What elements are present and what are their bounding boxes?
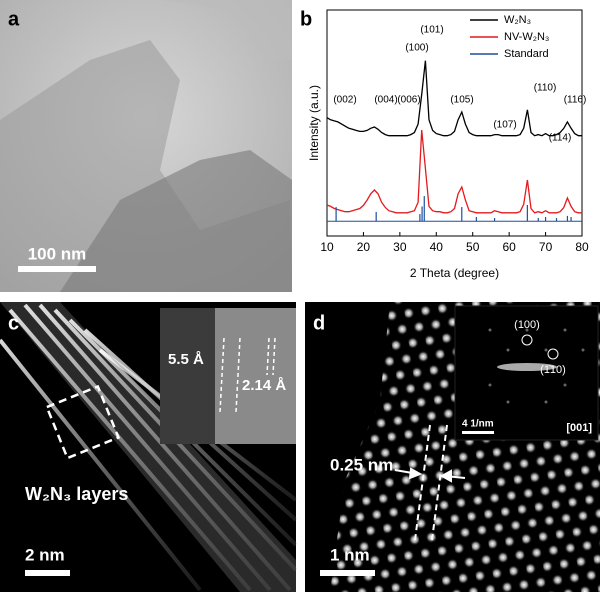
legend-label: NV-W₂N₃ — [504, 31, 549, 43]
scale-bar-label: 100 nm — [28, 244, 87, 263]
peak-label: (006) — [397, 95, 420, 106]
panel-label: c — [8, 312, 19, 334]
layer-streaks — [0, 303, 298, 592]
spot-marker — [547, 348, 559, 360]
peak-label: (107) — [493, 120, 516, 131]
x-tick-label: 20 — [357, 240, 371, 254]
inset-scale-bar — [462, 431, 494, 434]
x-tick-label: 10 — [320, 240, 334, 254]
scale-bar-label: 1 nm — [330, 545, 370, 564]
panel-label: b — [300, 8, 312, 30]
x-axis-label: 2 Theta (degree) — [410, 266, 499, 280]
flake — [160, 0, 292, 60]
flake — [60, 150, 292, 292]
peak-label: (105) — [450, 95, 473, 106]
peak-label: (100) — [405, 43, 428, 54]
panel-label: d — [313, 312, 325, 334]
scale-bar — [320, 570, 375, 576]
legend-label: W₂N₃ — [504, 14, 531, 26]
x-tick-label: 60 — [502, 240, 516, 254]
xrd-line — [326, 60, 582, 137]
x-tick-label: 40 — [430, 240, 444, 254]
peak-label: (110) — [534, 83, 557, 94]
panel-b: b 10 20 30 40 50 60 70 80 2 Theta (degree) Intens… — [300, 8, 589, 280]
inset-layers — [215, 308, 296, 444]
panel-d: (100) (1̄10) 4 1/nm [001] d 0.25 nm 1 nm — [305, 302, 600, 592]
xrd-line — [326, 129, 582, 214]
diffraction-inset — [454, 305, 599, 441]
peak-label: (116) — [564, 95, 587, 106]
peak-label: (114) — [549, 133, 572, 144]
central-beam — [497, 363, 557, 371]
peak-label: (101) — [420, 25, 443, 36]
plot-frame — [326, 9, 583, 237]
x-tick-label: 30 — [393, 240, 407, 254]
spacing-marker — [394, 424, 466, 541]
spot-label: (1̄10) — [540, 364, 566, 376]
spacing-label: 2.14 Å — [242, 377, 286, 394]
spacing-label: 5.5 Å — [168, 351, 204, 368]
x-tick-label: 80 — [575, 240, 589, 254]
scale-bar — [18, 266, 96, 272]
spacing-lines — [219, 337, 276, 413]
legend-label: Standard — [504, 48, 549, 60]
y-axis-label: Intensity (a.u.) — [307, 85, 321, 161]
spot-label: (100) — [514, 319, 540, 331]
panel-label: a — [8, 8, 20, 30]
panel-a: a 100 nm — [0, 0, 292, 292]
selection-box — [45, 384, 121, 460]
diffraction-spots — [488, 328, 585, 404]
panel-c: c 5.5 Å 2.14 Å W₂N₃ layers 2 nm — [0, 302, 298, 592]
spot-marker — [521, 334, 533, 346]
caption: W₂N₃ layers — [25, 484, 128, 504]
scale-bar-label: 2 nm — [25, 545, 65, 564]
peak-label: (004) — [374, 95, 397, 106]
inset-scale-label: 4 1/nm — [462, 419, 494, 430]
x-tick-label: 50 — [466, 240, 480, 254]
spacing-label: 0.25 nm — [330, 455, 393, 474]
peak-label: (002) — [333, 95, 356, 106]
scale-bar — [25, 570, 70, 576]
zone-axis: [001] — [566, 422, 592, 434]
x-tick-label: 70 — [539, 240, 553, 254]
